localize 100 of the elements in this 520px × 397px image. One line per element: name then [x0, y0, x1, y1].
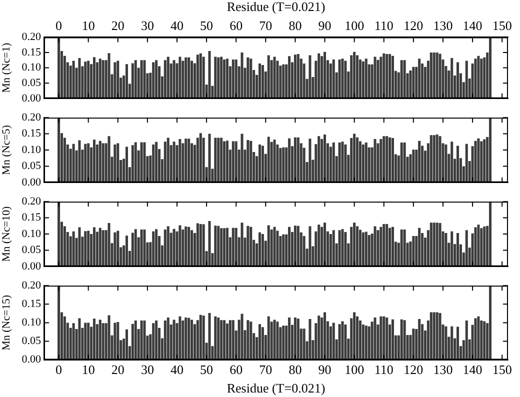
bar	[172, 60, 176, 98]
bar	[172, 320, 176, 360]
bar	[258, 144, 261, 182]
bar	[155, 320, 158, 360]
bar	[84, 62, 87, 98]
bar	[172, 142, 176, 182]
x-tick-label: 100	[344, 362, 364, 378]
bar	[409, 70, 412, 98]
bar	[223, 228, 226, 266]
bar	[214, 226, 217, 266]
bar	[232, 228, 234, 266]
y-tick-label: 0.00	[22, 354, 42, 366]
x-tick-label: 110	[374, 362, 394, 378]
bar	[261, 327, 264, 360]
x-tick-label: 90	[318, 362, 332, 378]
bar	[226, 323, 228, 360]
x-tick-label: 60	[230, 362, 243, 378]
bar	[108, 136, 110, 182]
bar	[166, 138, 170, 182]
bar	[364, 326, 368, 360]
bar	[116, 60, 120, 98]
bar	[344, 144, 347, 182]
bar	[232, 141, 234, 182]
bar	[432, 52, 436, 98]
bar	[134, 320, 137, 360]
bar	[329, 234, 332, 266]
bar	[382, 316, 386, 360]
bar	[380, 316, 382, 360]
bar	[332, 322, 335, 360]
bar	[308, 138, 312, 182]
bar	[374, 318, 376, 360]
bar	[223, 320, 226, 360]
bar	[412, 328, 415, 360]
bar	[450, 326, 454, 360]
bar	[87, 143, 90, 182]
x-tick-label: 40	[170, 362, 184, 378]
bar	[403, 142, 406, 182]
bar	[436, 222, 438, 266]
bar	[164, 60, 166, 98]
bar	[279, 148, 282, 182]
bar	[199, 224, 202, 266]
bar	[58, 37, 60, 98]
bar	[155, 229, 158, 266]
bar	[338, 60, 341, 98]
bar	[261, 234, 264, 266]
bar	[341, 229, 344, 266]
y-tick-label: 0.20	[22, 195, 42, 208]
bar	[240, 52, 244, 98]
bar	[78, 140, 81, 182]
bar	[223, 60, 226, 98]
bar	[364, 232, 368, 266]
x-tick-label: 30	[140, 362, 154, 378]
bar	[217, 318, 220, 360]
bar	[456, 233, 460, 266]
bar	[489, 202, 492, 266]
x2-tick-label: 40	[170, 18, 184, 33]
bar	[338, 142, 341, 182]
bar	[184, 57, 188, 98]
bar	[87, 322, 90, 360]
bar	[78, 318, 81, 360]
bar	[358, 230, 362, 266]
bar	[164, 320, 166, 360]
bar	[84, 144, 87, 182]
bar	[208, 221, 211, 266]
y-tick-label: 0.15	[22, 298, 42, 310]
bar	[220, 56, 223, 98]
bar	[208, 50, 211, 98]
y-tick-label: 0.15	[22, 128, 42, 140]
bar	[208, 134, 211, 182]
bar	[438, 136, 442, 182]
bar	[178, 316, 182, 360]
bar	[220, 320, 223, 360]
bar	[125, 146, 128, 182]
bar	[208, 313, 211, 360]
x2-tick-label: 50	[200, 18, 214, 33]
bar	[430, 312, 432, 360]
bar	[444, 144, 448, 182]
bar	[294, 226, 296, 266]
bar	[329, 64, 332, 98]
bar	[202, 224, 205, 266]
bar	[108, 315, 110, 360]
y-tick-label: 0.20	[22, 31, 42, 44]
bar	[341, 142, 344, 182]
bar	[320, 138, 324, 182]
bar	[125, 236, 128, 266]
bar	[318, 53, 320, 98]
bar	[380, 56, 382, 98]
bar	[164, 142, 166, 182]
bar	[376, 143, 380, 182]
bar	[72, 60, 75, 98]
bar	[391, 226, 394, 266]
x2-tick-label: 120	[404, 18, 424, 33]
bar	[178, 56, 182, 98]
bar	[332, 142, 335, 182]
bar	[483, 226, 486, 266]
bar	[72, 231, 75, 266]
bar	[199, 133, 202, 182]
bar	[182, 320, 184, 360]
bar	[483, 139, 486, 182]
bar	[430, 222, 432, 266]
